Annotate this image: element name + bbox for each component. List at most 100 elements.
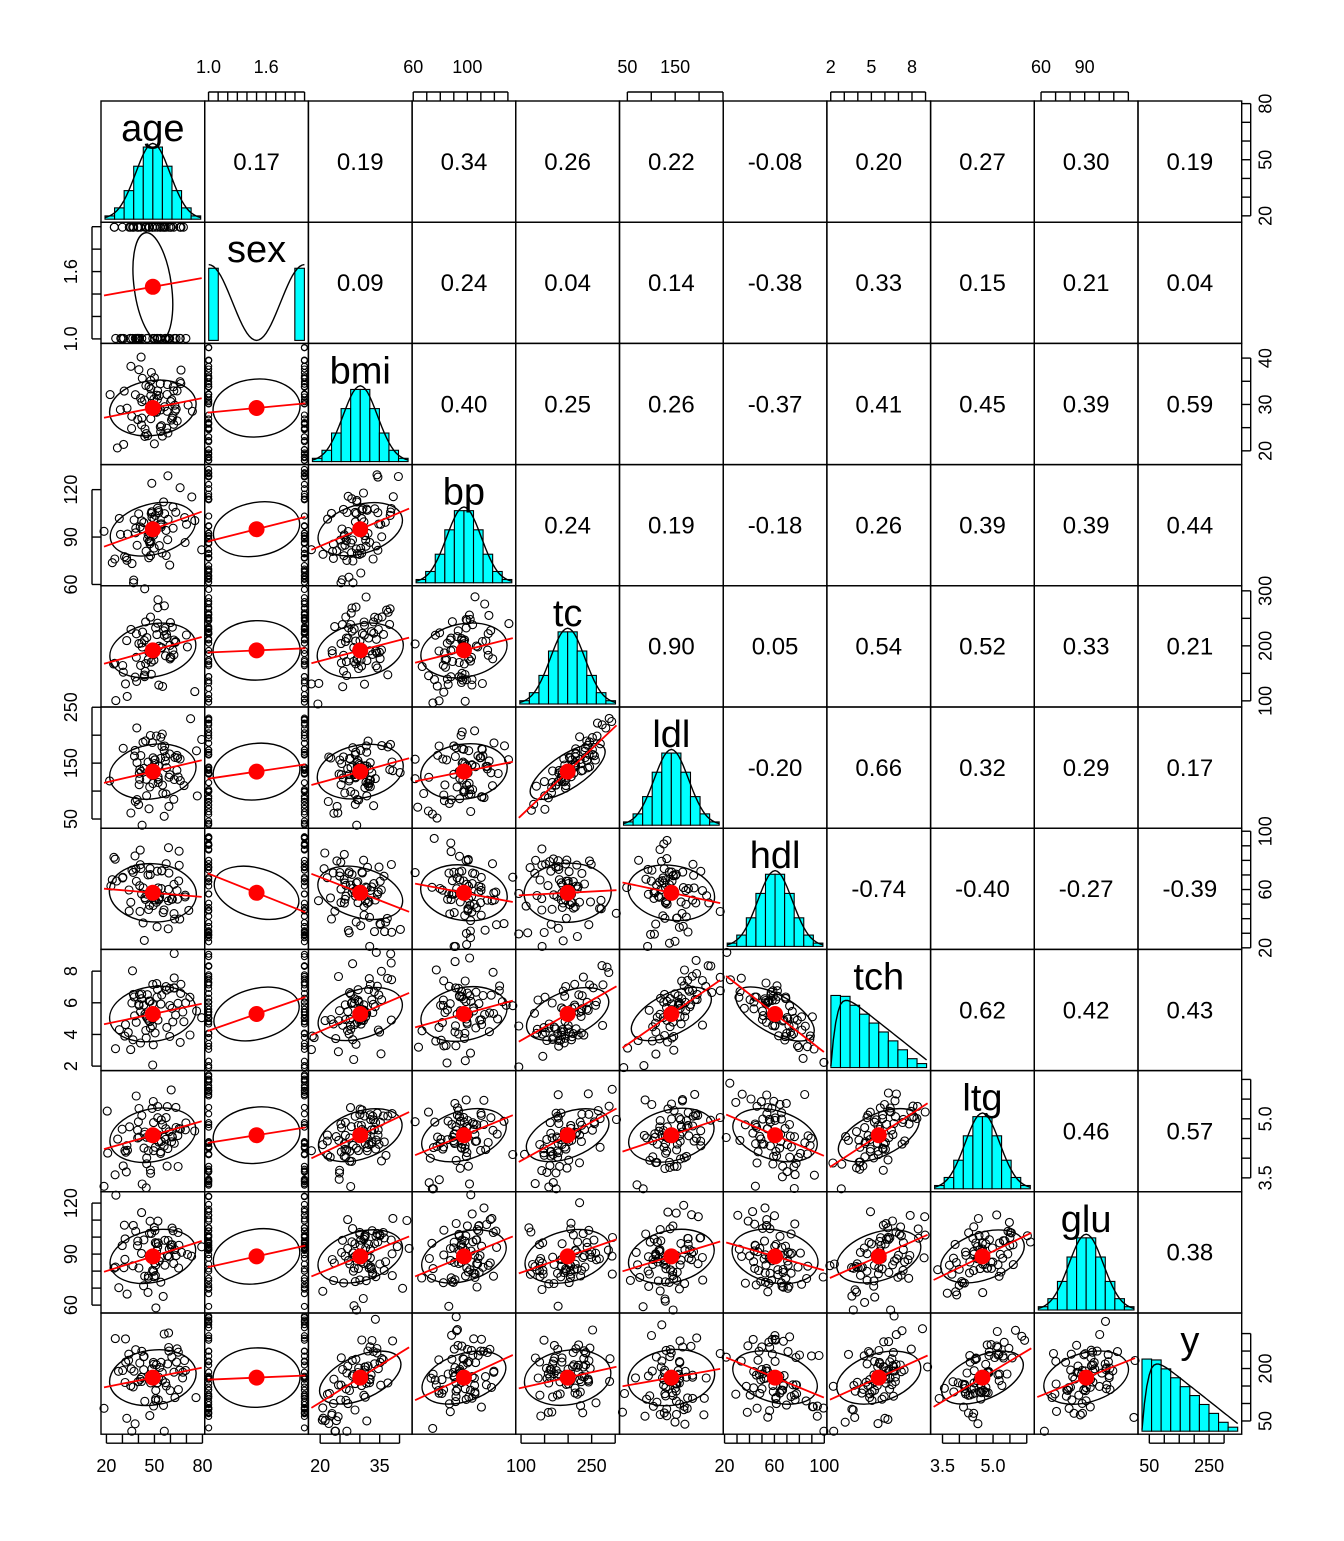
correlation-bmi-tc: 0.25: [544, 391, 591, 418]
panel-glu-age: [100, 1190, 207, 1314]
correlation-ellipse: [627, 1107, 715, 1163]
scatter-point: [361, 741, 371, 751]
tick-label: 90: [61, 527, 81, 547]
scatter-point: [681, 1116, 691, 1126]
scatter-point: [885, 1103, 895, 1113]
scatter-point: [903, 1255, 913, 1265]
scatter-point: [205, 446, 213, 454]
tick-label: 30: [1256, 394, 1276, 414]
scatter-point: [160, 1260, 170, 1270]
scatter-point: [651, 1049, 661, 1059]
scatter-point: [785, 1131, 795, 1141]
scatter-point: [359, 617, 369, 627]
correlation-age-y: 0.19: [1166, 149, 1213, 176]
scatter-point: [474, 1226, 484, 1236]
scatter-point: [814, 1350, 824, 1361]
tick-label: 20: [1256, 206, 1276, 226]
scatter-point: [387, 927, 397, 937]
scatter-point: [386, 958, 396, 968]
scatter-point: [205, 863, 213, 871]
histogram-bar: [849, 1004, 861, 1069]
scatter-point: [553, 776, 563, 786]
scatter-point: [300, 1215, 308, 1223]
scatter-point: [324, 752, 334, 762]
scatter-point: [451, 1155, 461, 1165]
scatter-point: [476, 1334, 487, 1344]
scatter-point: [632, 1180, 642, 1190]
scatter-point: [300, 572, 308, 580]
scatter-point: [368, 1115, 379, 1125]
scatter-point: [205, 729, 213, 737]
scatter-point: [443, 679, 453, 689]
tick-label: 100: [1256, 686, 1276, 716]
scatter-point: [130, 528, 141, 538]
scatter-point: [300, 863, 308, 871]
correlation-ellipse: [524, 1228, 611, 1284]
mean-point: [559, 1127, 576, 1144]
scatter-point: [592, 718, 603, 728]
scatter-point: [770, 1115, 780, 1125]
correlation-sex-tc: 0.04: [544, 270, 591, 297]
mean-point: [455, 1248, 472, 1265]
scatter-point: [574, 1158, 585, 1168]
scatter-point: [437, 1375, 447, 1385]
scatter-point: [453, 626, 463, 636]
scatter-point: [205, 1143, 213, 1151]
scatter-point: [300, 1302, 308, 1310]
scatter-point: [992, 1210, 1002, 1220]
scatter-point: [862, 1359, 872, 1369]
scatter-point: [336, 639, 346, 649]
scatter-point: [205, 684, 213, 693]
panel-bmi-bmi: bmi: [307, 342, 413, 466]
scatter-point: [660, 1163, 670, 1174]
scatter-point: [539, 777, 549, 787]
correlation-ellipse: [317, 1108, 403, 1163]
scatter-point: [300, 1347, 308, 1355]
scatter-point: [410, 639, 420, 649]
correlation-ellipse: [420, 986, 508, 1042]
scatter-point: [140, 222, 151, 232]
scatter-point: [683, 1233, 693, 1243]
scatter-point: [350, 799, 360, 809]
scatter-point: [954, 1280, 964, 1290]
scatter-point: [692, 1333, 702, 1343]
scatter-point: [137, 989, 147, 999]
scatter-point: [607, 716, 617, 727]
scatter-point: [205, 398, 213, 406]
scatter-point: [167, 1352, 177, 1362]
scatter-point: [120, 1146, 130, 1156]
panel-sex-ldl: 0.14: [618, 221, 724, 345]
scatter-point: [205, 927, 213, 935]
scatter-point: [459, 1033, 469, 1043]
panel-tc-tc: tc: [515, 585, 621, 708]
scatter-point: [865, 1144, 876, 1154]
tick-label: 2: [61, 1061, 81, 1071]
scatter-point: [489, 738, 499, 748]
scatter-point: [359, 901, 369, 912]
scatter-point: [300, 975, 308, 983]
scatter-point: [187, 1251, 197, 1261]
panel-tc-y: 0.21: [1137, 585, 1243, 708]
scatter-point: [164, 1244, 174, 1254]
scatter-point: [604, 1101, 614, 1111]
scatter-point: [205, 1392, 213, 1401]
scatter-point: [182, 642, 192, 652]
scatter-point: [148, 222, 158, 232]
scatter-point: [180, 537, 190, 548]
correlation-age-tch: 0.20: [855, 149, 902, 176]
scatter-point: [169, 948, 179, 959]
scatter-point: [564, 867, 574, 877]
scatter-point: [361, 541, 371, 551]
scatter-point: [683, 927, 693, 937]
scatter-point: [735, 1135, 745, 1145]
scatter-point: [180, 892, 190, 902]
scatter-point: [149, 439, 159, 449]
tick-label: 50: [1256, 1411, 1276, 1431]
scatter-point: [300, 646, 308, 654]
correlation-ellipse: [213, 865, 300, 921]
scatter-point: [205, 797, 213, 805]
axis-top-glu: 60 90: [1031, 57, 1130, 101]
scatter-point: [495, 981, 505, 991]
scatter-point: [107, 875, 117, 885]
scatter-point: [377, 741, 387, 751]
